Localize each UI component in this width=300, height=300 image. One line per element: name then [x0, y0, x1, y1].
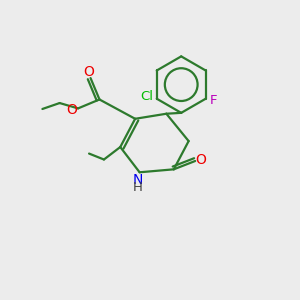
Text: O: O	[84, 64, 94, 79]
Text: O: O	[66, 103, 77, 117]
Text: N: N	[133, 173, 143, 187]
Text: O: O	[196, 152, 207, 167]
Text: F: F	[210, 94, 218, 107]
Text: Cl: Cl	[141, 90, 154, 103]
Text: H: H	[133, 181, 143, 194]
